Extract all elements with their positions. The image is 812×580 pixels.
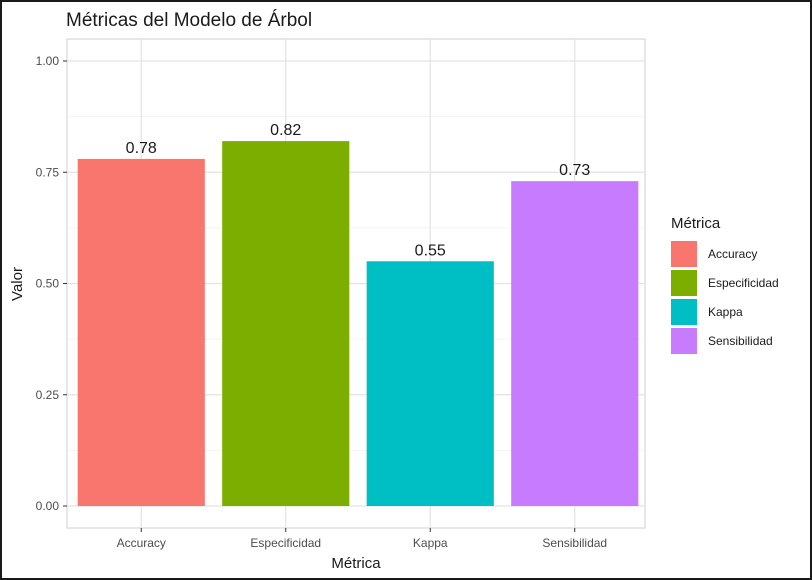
legend-swatch: [671, 299, 697, 325]
legend-label: Accuracy: [708, 247, 757, 261]
data-label: 0.73: [559, 162, 590, 179]
y-tick-label: 0.50: [36, 277, 60, 291]
data-label: 0.82: [270, 122, 301, 139]
ticks-layer: 0.00 0.25 0.50 0.75 1.00 Accuracy Especificida…: [36, 54, 607, 550]
y-tick-label: 0.00: [36, 499, 60, 513]
y-tick-label: 0.25: [36, 388, 60, 402]
bar-especificidad: [222, 141, 350, 506]
legend-swatch: [671, 328, 697, 354]
data-label: 0.78: [126, 140, 157, 157]
bar-sensibilidad: [511, 181, 639, 506]
x-axis-title: Métrica: [331, 555, 381, 572]
y-tick-label: 0.75: [36, 165, 60, 179]
bar-kappa: [366, 261, 494, 506]
x-tick-label: Accuracy: [117, 536, 166, 550]
legend-swatch: [671, 241, 697, 267]
data-label: 0.55: [415, 242, 446, 259]
y-tick-label: 1.00: [36, 54, 60, 68]
legend-label: Especificidad: [708, 276, 779, 290]
legend-title: Métrica: [671, 215, 721, 232]
legend-swatch: [671, 270, 697, 296]
legend: Métrica Accuracy Especificidad Kappa Sensib…: [671, 215, 779, 354]
bars-layer: 0.78 0.82 0.55 0.73: [77, 122, 639, 506]
legend-label: Sensibilidad: [708, 334, 773, 348]
y-axis-title: Valor: [9, 267, 26, 301]
x-tick-label: Kappa: [413, 536, 448, 550]
legend-label: Kappa: [708, 305, 743, 319]
x-tick-label: Especificidad: [250, 536, 321, 550]
x-tick-label: Sensibilidad: [542, 536, 607, 550]
chart-title: Métricas del Modelo de Árbol: [66, 10, 312, 31]
bar-accuracy: [77, 158, 205, 506]
